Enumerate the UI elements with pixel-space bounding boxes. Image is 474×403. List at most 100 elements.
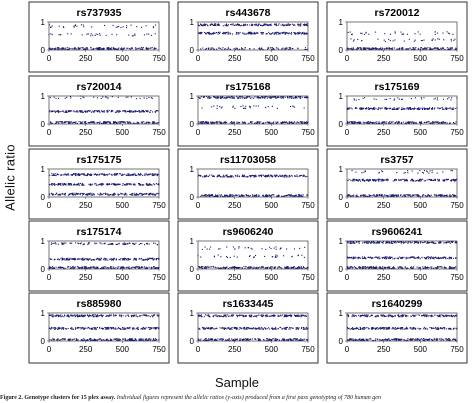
data-point <box>423 107 425 109</box>
data-point <box>199 267 201 269</box>
data-point <box>99 192 101 194</box>
data-point <box>131 194 133 196</box>
data-point <box>118 47 120 49</box>
data-point <box>225 97 227 99</box>
data-point <box>111 243 113 246</box>
data-point <box>103 266 105 268</box>
data-point <box>61 110 63 113</box>
data-point <box>80 110 82 112</box>
data-point <box>228 96 230 98</box>
data-point <box>402 256 404 258</box>
data-point <box>59 48 61 50</box>
data-point <box>409 194 411 197</box>
data-point <box>69 110 71 112</box>
data-point <box>62 110 64 112</box>
data-point <box>158 259 160 261</box>
data-point <box>389 241 391 243</box>
data-point <box>127 266 129 268</box>
data-point <box>86 48 88 50</box>
data-point <box>207 175 210 177</box>
data-point <box>228 176 230 178</box>
data-point <box>226 174 228 176</box>
data-point <box>151 111 154 113</box>
data-point <box>295 33 297 35</box>
data-point <box>389 40 391 42</box>
data-point <box>358 266 361 268</box>
data-point <box>435 256 437 258</box>
data-point <box>72 192 74 194</box>
data-point <box>257 25 259 27</box>
data-point <box>149 173 151 175</box>
data-point <box>254 33 256 35</box>
data-point <box>349 241 351 243</box>
data-point <box>365 122 368 124</box>
data-point <box>103 122 105 125</box>
data-point <box>306 121 308 123</box>
data-point <box>202 121 205 123</box>
data-point <box>225 25 227 27</box>
data-point <box>142 259 144 261</box>
data-point <box>296 174 298 176</box>
data-point <box>452 266 454 269</box>
data-point <box>368 267 370 269</box>
data-point <box>203 175 205 177</box>
data-point <box>346 108 348 111</box>
data-point <box>346 108 349 110</box>
data-point <box>94 34 96 36</box>
data-point <box>446 122 448 124</box>
data-point <box>414 241 416 243</box>
data-point <box>418 195 420 197</box>
data-point <box>67 266 69 268</box>
x-tick-label: 500 <box>414 273 428 282</box>
data-point <box>55 48 57 50</box>
data-point <box>408 122 410 124</box>
data-point <box>53 174 55 176</box>
data-point <box>158 193 160 195</box>
data-point <box>418 267 420 269</box>
data-point <box>355 240 358 243</box>
data-point <box>363 108 365 110</box>
data-point <box>388 266 390 268</box>
data-point <box>425 47 427 49</box>
data-point <box>417 194 419 196</box>
data-point <box>430 122 432 124</box>
data-point <box>376 257 378 259</box>
data-point <box>54 258 56 261</box>
data-point <box>405 180 407 182</box>
data-point <box>402 108 404 110</box>
data-point <box>126 47 128 49</box>
data-point <box>380 180 382 182</box>
data-point <box>138 110 140 112</box>
data-point <box>65 174 67 176</box>
data-point <box>283 176 285 178</box>
data-point <box>93 266 95 269</box>
data-point <box>446 98 449 100</box>
data-point <box>407 195 409 197</box>
data-point <box>278 195 280 197</box>
data-point <box>116 26 119 28</box>
data-point <box>403 178 405 180</box>
data-point <box>81 173 83 175</box>
data-point <box>378 178 380 180</box>
data-point <box>269 96 271 98</box>
data-point <box>261 97 263 99</box>
data-point <box>278 96 280 98</box>
y-tick-label: 0 <box>41 46 46 55</box>
data-point <box>348 108 350 110</box>
y-tick-label: 1 <box>41 165 46 174</box>
data-point <box>271 266 273 268</box>
data-point <box>286 266 288 268</box>
data-point <box>365 108 367 110</box>
data-point <box>77 183 79 185</box>
data-point <box>257 96 259 98</box>
data-point <box>348 257 350 259</box>
data-point <box>146 267 149 269</box>
data-point <box>375 31 377 33</box>
data-point <box>372 267 374 269</box>
data-point <box>424 266 427 268</box>
data-point <box>211 266 213 268</box>
data-point <box>297 25 299 27</box>
data-point <box>226 97 228 99</box>
data-point <box>276 107 278 109</box>
data-point <box>144 174 146 176</box>
